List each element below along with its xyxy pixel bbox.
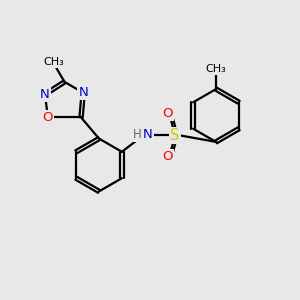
Text: H: H <box>133 128 141 141</box>
Text: N: N <box>78 86 88 99</box>
Text: O: O <box>43 111 53 124</box>
Text: O: O <box>162 107 173 120</box>
Text: N: N <box>40 88 50 101</box>
Text: S: S <box>170 128 180 143</box>
Text: O: O <box>162 150 173 164</box>
Text: CH₃: CH₃ <box>206 64 226 74</box>
Text: N: N <box>143 128 153 141</box>
Text: CH₃: CH₃ <box>44 57 64 68</box>
